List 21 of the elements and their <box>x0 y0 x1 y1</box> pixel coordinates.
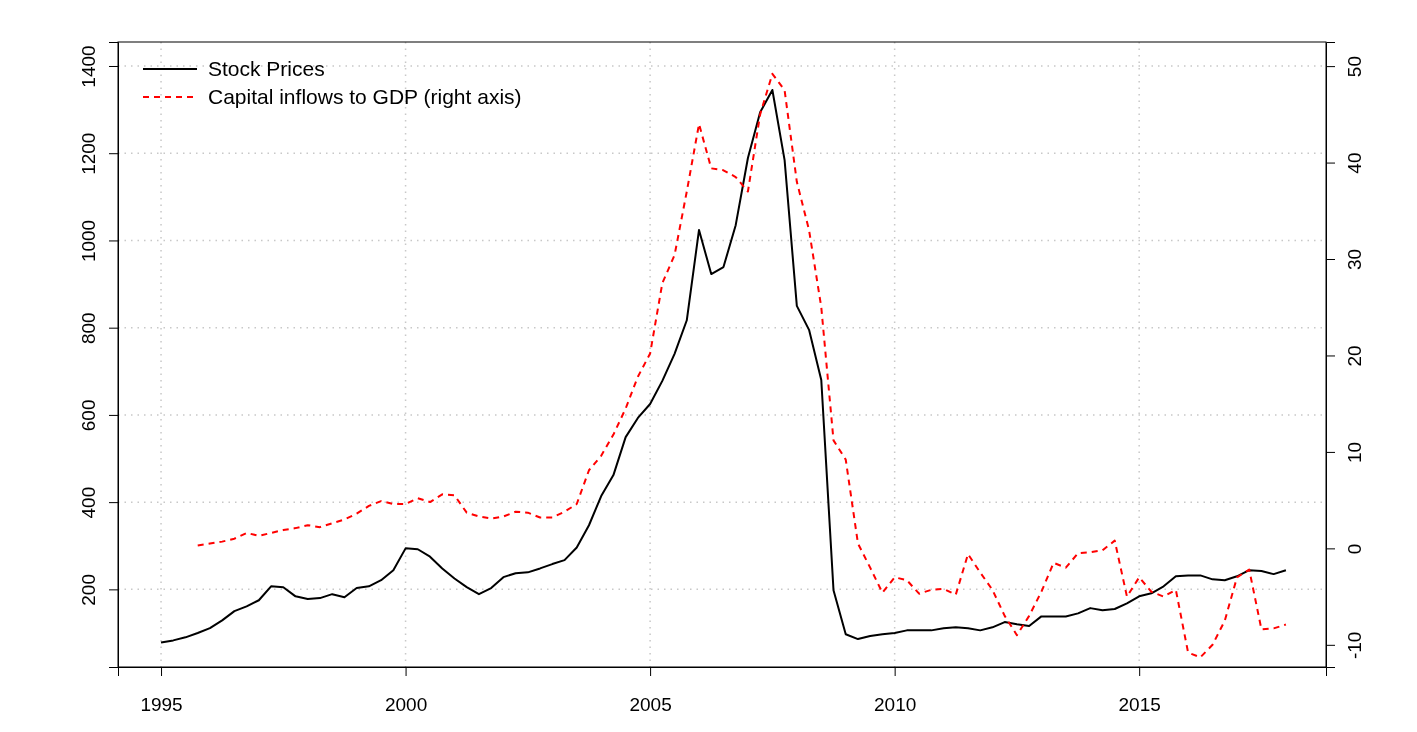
y2-tick-label: 50 <box>1343 56 1365 78</box>
y2-tick-label: -10 <box>1343 631 1365 660</box>
x-tick-label: 2000 <box>384 694 428 716</box>
x-tick-label: 2015 <box>1118 694 1161 716</box>
y2-tick-label: 30 <box>1343 248 1365 271</box>
y-tick-label: 200 <box>77 574 99 606</box>
y2-tick-label: 20 <box>1343 345 1365 367</box>
y-tick-label: 1000 <box>77 219 99 263</box>
y-tick-label: 400 <box>77 486 99 519</box>
y-tick-label: 600 <box>77 399 99 432</box>
y2-tick-label: 0 <box>1343 543 1365 555</box>
y2-tick-label: 40 <box>1343 152 1365 174</box>
y-tick-label: 1400 <box>77 45 99 88</box>
y-tick-label: 800 <box>77 312 99 345</box>
legend-label: Capital inflows to GDP (right axis) <box>208 85 522 109</box>
x-tick-label: 2005 <box>629 694 672 716</box>
x-tick-label: 2010 <box>874 694 917 716</box>
y-tick-label: 1200 <box>77 132 99 175</box>
y2-tick-label: 10 <box>1343 441 1365 463</box>
x-tick-label: 1995 <box>140 694 183 716</box>
legend-label: Stock Prices <box>208 57 325 81</box>
